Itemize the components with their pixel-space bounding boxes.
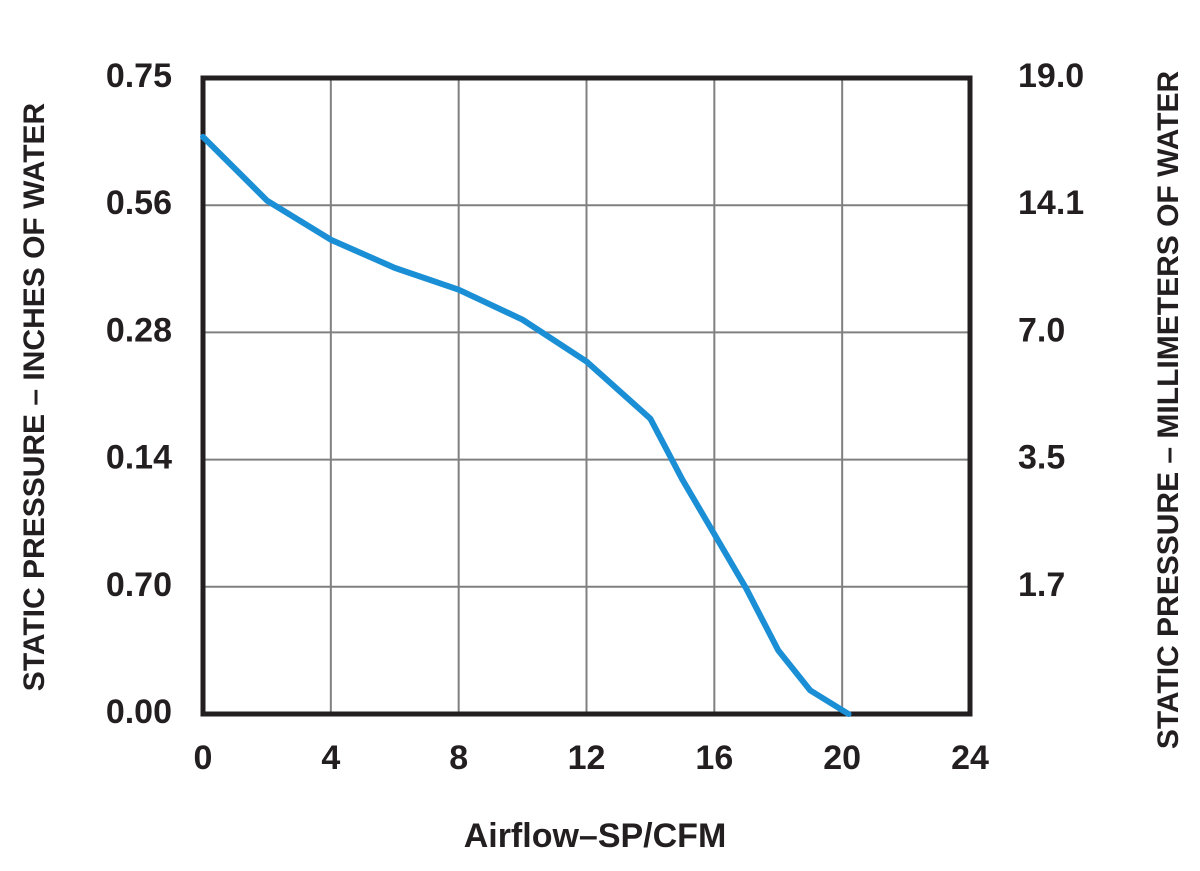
y-tick-label: 0.28 — [106, 311, 172, 349]
plot-frame — [200, 75, 973, 717]
y2-tick-label: 7.0 — [1018, 311, 1065, 349]
y2-tick-label: 3.5 — [1018, 439, 1065, 477]
x-tick-label: 12 — [568, 739, 606, 777]
x-tick-label: 8 — [449, 739, 468, 777]
y2-tick-label: 14.1 — [1018, 184, 1084, 222]
x-tick-label: 24 — [951, 739, 989, 777]
y-tick-label: 0.70 — [106, 566, 172, 604]
y-tick-label: 0.56 — [106, 184, 172, 222]
x-axis-title: Airflow–SP/CFM — [464, 817, 727, 855]
y-tick-label: 0.14 — [106, 439, 172, 477]
y-tick-label: 0.75 — [106, 57, 172, 95]
y-tick-label: 0.00 — [106, 693, 172, 731]
y2-tick-label: 1.7 — [1018, 566, 1065, 604]
x-tick-label: 16 — [695, 739, 733, 777]
x-tick-label: 20 — [823, 739, 861, 777]
data-line — [200, 133, 852, 717]
x-tick-label: 4 — [321, 739, 340, 777]
y-axis-title: STATIC PRESSURE – INCHES OF WATER — [18, 102, 51, 691]
x-tick-label: 0 — [194, 739, 213, 777]
y2-tick-label: 19.0 — [1018, 57, 1084, 95]
y2-axis-title: STATIC PRESSURE – MILLIMETERS OF WATER — [1152, 70, 1185, 749]
